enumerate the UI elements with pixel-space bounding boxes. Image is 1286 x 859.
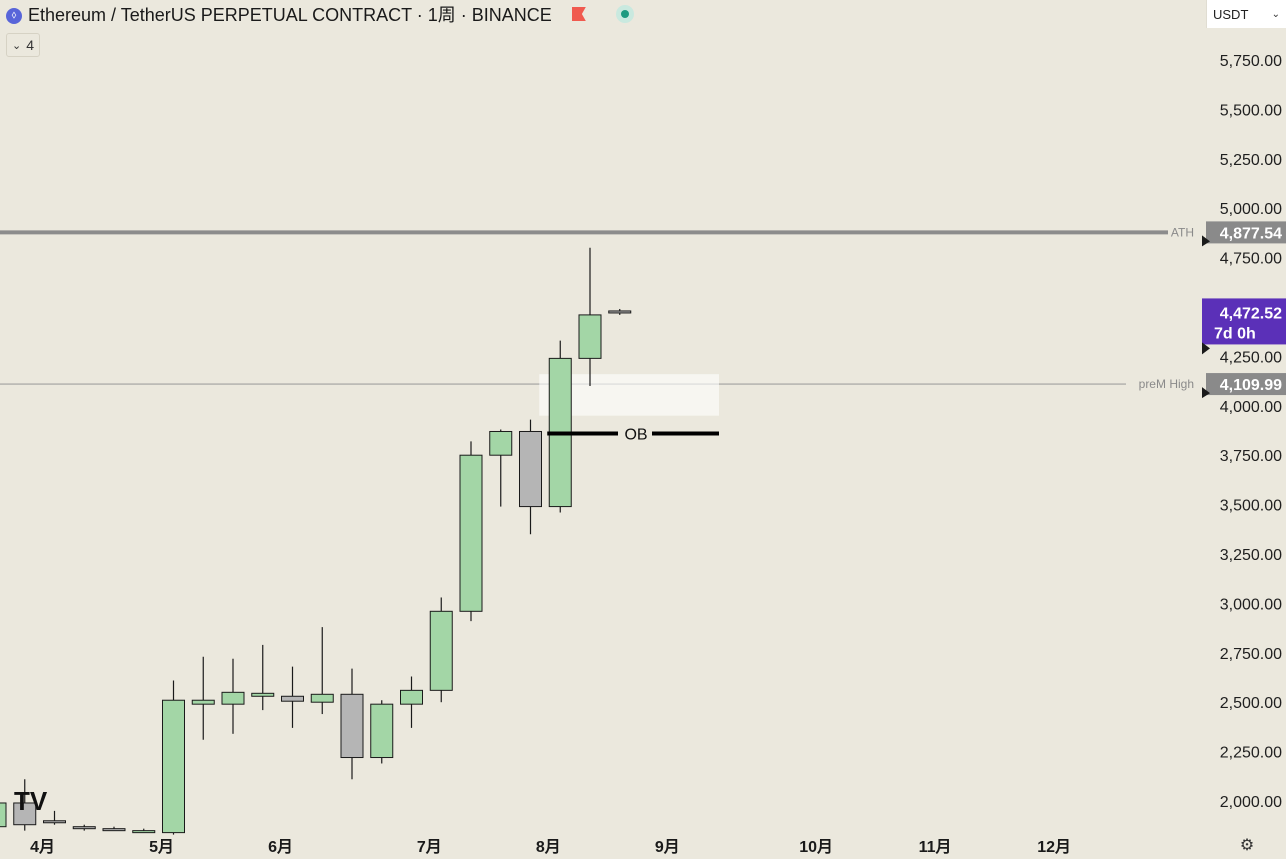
last-price-marker — [1202, 342, 1210, 355]
price-tick-label: 2,250.00 — [1220, 745, 1282, 762]
candle — [608, 308, 632, 315]
candle-body — [459, 454, 483, 612]
candle-body — [132, 830, 156, 834]
candle — [400, 676, 423, 728]
candle — [72, 824, 96, 831]
ethereum-coin-icon: ⬨ — [6, 7, 22, 24]
candle — [132, 828, 156, 834]
level-price-tag — [1206, 221, 1286, 244]
candle — [0, 802, 7, 828]
symbol-header: ⬨ Ethereum / TetherUS PERPETUAL CONTRACT… — [6, 2, 634, 26]
candle — [191, 656, 215, 740]
candle-body — [489, 430, 513, 456]
candle — [370, 700, 394, 764]
time-tick-label: 9月 — [655, 838, 680, 856]
tradingview-logo: TV — [14, 786, 48, 816]
candle-body — [0, 802, 7, 828]
time-tick-label: 11月 — [919, 838, 952, 856]
time-tick-label: 10月 — [799, 838, 833, 856]
settings-icon[interactable]: ⚙ — [1239, 837, 1255, 854]
candle — [310, 627, 334, 715]
price-tick-label: 3,250.00 — [1220, 547, 1282, 564]
candle-body — [251, 692, 275, 697]
candle — [102, 826, 126, 832]
candle — [162, 680, 185, 835]
candle — [340, 668, 364, 780]
time-tick-label: 4月 — [30, 838, 55, 856]
price-tick-label: 4,000.00 — [1220, 399, 1282, 416]
candle — [221, 658, 245, 734]
time-tick-label: 8月 — [536, 838, 561, 856]
candle — [578, 247, 602, 387]
candle — [43, 810, 66, 825]
market-status-icon[interactable] — [615, 5, 634, 23]
candle-body — [102, 828, 126, 832]
candle — [519, 419, 542, 535]
candle-body — [72, 826, 96, 830]
price-tick-label: 3,500.00 — [1220, 498, 1282, 515]
level-name: preM High — [1139, 377, 1194, 391]
currency-select[interactable]: USDT ⌄ — [1206, 0, 1286, 28]
indicator-count: 4 — [26, 37, 35, 53]
price-tick-label: 5,000.00 — [1220, 201, 1282, 218]
price-tick-label: 3,000.00 — [1220, 596, 1282, 613]
level-marker — [1202, 235, 1210, 247]
candle-body — [191, 699, 215, 705]
level-price-label: 4,109.99 — [1220, 377, 1282, 394]
time-tick-label: 5月 — [149, 838, 174, 856]
red-flag-icon[interactable] — [571, 7, 586, 21]
time-tick-label: 6月 — [268, 838, 293, 856]
last-price-label: 4,472.52 — [1220, 305, 1282, 322]
price-tick-label: 4,250.00 — [1220, 349, 1282, 366]
price-tick-label: 5,500.00 — [1220, 102, 1282, 119]
candle-body — [519, 430, 542, 508]
candle-body — [221, 691, 245, 705]
indicators-collapse-button[interactable]: ⌄ 4 — [6, 33, 41, 57]
order-block-label: OB — [624, 426, 647, 443]
symbol-title[interactable]: Ethereum / TetherUS PERPETUAL CONTRACT ·… — [28, 5, 552, 25]
level-name: ATH — [1171, 225, 1194, 239]
candle — [13, 779, 37, 831]
candle-body — [400, 689, 423, 705]
chevron-down-icon: ⌄ — [1271, 8, 1280, 20]
last-price-tag — [1202, 298, 1286, 345]
level-price-tag — [1206, 373, 1286, 396]
candle-body — [13, 802, 37, 826]
price-tick-label: 5,750.00 — [1220, 53, 1282, 70]
candle — [251, 644, 275, 711]
candle-body — [608, 310, 632, 314]
currency-value: USDT — [1213, 6, 1249, 22]
price-tick-label: 5,250.00 — [1220, 152, 1282, 169]
candle-body — [370, 703, 394, 759]
candle — [281, 666, 304, 728]
price-tick-label: 2,000.00 — [1220, 794, 1282, 811]
time-tick-label: 12月 — [1037, 838, 1071, 856]
candle — [429, 597, 453, 703]
bar-countdown-label: 7d 0h — [1214, 325, 1256, 342]
candle-body — [162, 699, 185, 834]
price-tick-label: 2,500.00 — [1220, 695, 1282, 712]
level-marker — [1202, 387, 1210, 399]
candle-body — [429, 610, 453, 691]
price-tick-label: 3,750.00 — [1220, 448, 1282, 465]
candle-body — [578, 314, 602, 359]
level-price-label: 4,877.54 — [1220, 225, 1282, 242]
price-axis — [1206, 28, 1286, 834]
chevron-down-icon: ⌄ — [12, 39, 22, 52]
candle-body — [281, 695, 304, 702]
candle — [459, 441, 483, 622]
candle-body — [310, 693, 334, 703]
price-tick-label: 4,750.00 — [1220, 251, 1282, 268]
price-tick-label: 2,750.00 — [1220, 646, 1282, 663]
candle — [489, 429, 513, 507]
candle-body — [43, 820, 66, 824]
candle-body — [340, 693, 364, 759]
candle — [548, 340, 572, 513]
time-tick-label: 7月 — [417, 838, 442, 856]
